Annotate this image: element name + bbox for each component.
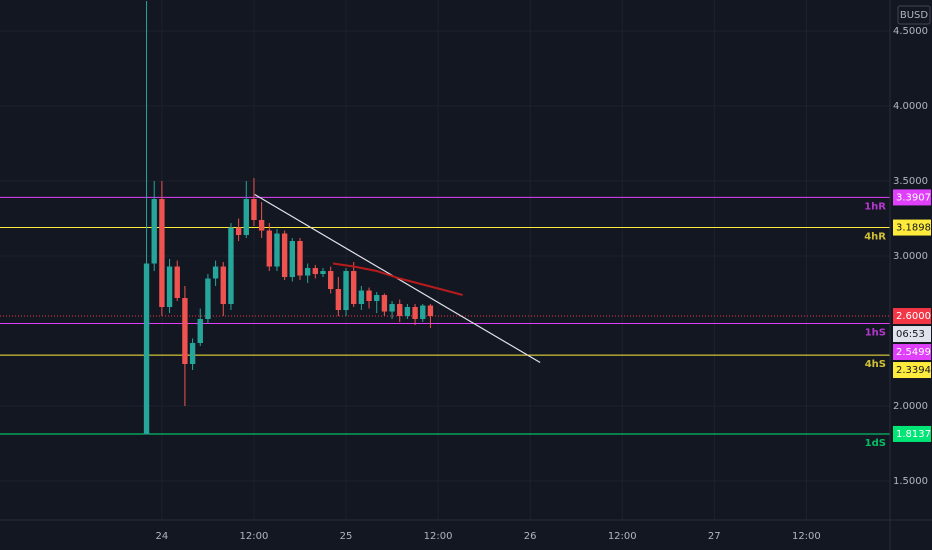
candle-body: [197, 319, 203, 344]
x-tick-label: 12:00: [240, 531, 269, 542]
y-tick-label: 4.5000: [893, 26, 928, 37]
price-tag: 2.6000: [893, 308, 931, 325]
currency-label: BUSD: [900, 10, 929, 21]
plot-area: 1hR 4hR 1hS 4hS 1dS: [0, 0, 890, 520]
x-tick-label: 12:00: [424, 531, 453, 542]
price-tag-box: [893, 326, 931, 343]
candle-body: [212, 266, 219, 279]
candle-body: [228, 227, 234, 305]
price-tag-label: 2.6000: [896, 311, 931, 322]
price-tag-label: 1.8137: [896, 429, 931, 440]
candle-body: [381, 295, 388, 312]
y-tick-label: 2.0000: [893, 401, 928, 412]
candle-body: [258, 220, 265, 231]
candle-body: [335, 289, 342, 311]
candle-body: [389, 304, 395, 312]
candle-body: [366, 290, 372, 302]
x-tick-label: 12:00: [608, 531, 637, 542]
y-tick-label: 4.0000: [893, 101, 928, 112]
price-tag-box: [893, 344, 931, 361]
x-tick-label: 12:00: [792, 531, 821, 542]
price-tag-label: 2.5499: [896, 347, 931, 358]
price-tag-label: 06:53: [896, 329, 925, 340]
price-tag-box: [893, 425, 931, 442]
candle-body: [289, 241, 296, 278]
candle-body: [358, 290, 365, 305]
price-tag-box: [893, 362, 931, 379]
price-tag: 1.8137: [893, 425, 931, 442]
x-tick-label: 26: [524, 531, 537, 542]
candle-body: [189, 343, 196, 365]
level-tag: 1hR: [864, 201, 886, 212]
candle-body: [320, 271, 326, 275]
candle-body: [281, 233, 288, 278]
level-tag: 4hR: [864, 232, 886, 243]
candle-body: [174, 266, 180, 299]
candle-body: [166, 266, 173, 308]
candle-body: [304, 268, 311, 276]
candle-body: [404, 307, 411, 317]
candle-body: [235, 227, 242, 236]
candle-body: [427, 305, 434, 317]
candle-body: [312, 268, 319, 275]
candle-body: [143, 263, 150, 435]
x-tick-label: 27: [708, 531, 721, 542]
level-tag: 4hS: [865, 359, 886, 370]
price-tag: 3.1898: [893, 219, 931, 236]
x-tick-label: 25: [340, 531, 353, 542]
overlay-line: [332, 262, 463, 296]
price-tag: 2.3394: [893, 362, 931, 379]
candle-body: [159, 199, 165, 308]
candle-body: [182, 298, 188, 365]
currency-box: [897, 5, 931, 25]
candle-body: [266, 230, 272, 267]
y-tick-label: 3.0000: [893, 251, 928, 262]
price-tag: 3.3907: [893, 189, 931, 206]
price-tag: 06:53: [893, 326, 931, 343]
candle-body: [297, 241, 303, 276]
candle-body: [243, 199, 249, 236]
level-tag: 1dS: [865, 438, 886, 449]
x-tick-label: 24: [156, 531, 169, 542]
candle-body: [274, 233, 280, 267]
price-tag: 2.5499: [893, 344, 931, 361]
price-tag-label: 2.3394: [896, 365, 931, 376]
price-tag-label: 3.3907: [896, 192, 931, 203]
price-tag-box: [893, 189, 931, 206]
candle-body: [205, 278, 211, 320]
plot-inner: [0, 0, 890, 520]
candle-body: [351, 271, 357, 305]
candle-body: [251, 199, 257, 221]
candle-body: [420, 305, 426, 320]
price-tag-box: [893, 219, 931, 236]
candle-body: [327, 271, 334, 290]
candle-body: [220, 266, 226, 305]
candle-body: [397, 304, 403, 317]
y-tick-label: 3.5000: [893, 176, 928, 187]
level-tag: 1hS: [865, 328, 886, 339]
candle-body: [374, 295, 380, 302]
y-tick-label: 1.5000: [893, 476, 928, 487]
price-tag-box: [893, 308, 931, 325]
price-tag-label: 3.1898: [896, 223, 931, 234]
candle-body: [412, 307, 418, 320]
candle-body: [343, 271, 349, 311]
candle-body: [151, 199, 157, 264]
